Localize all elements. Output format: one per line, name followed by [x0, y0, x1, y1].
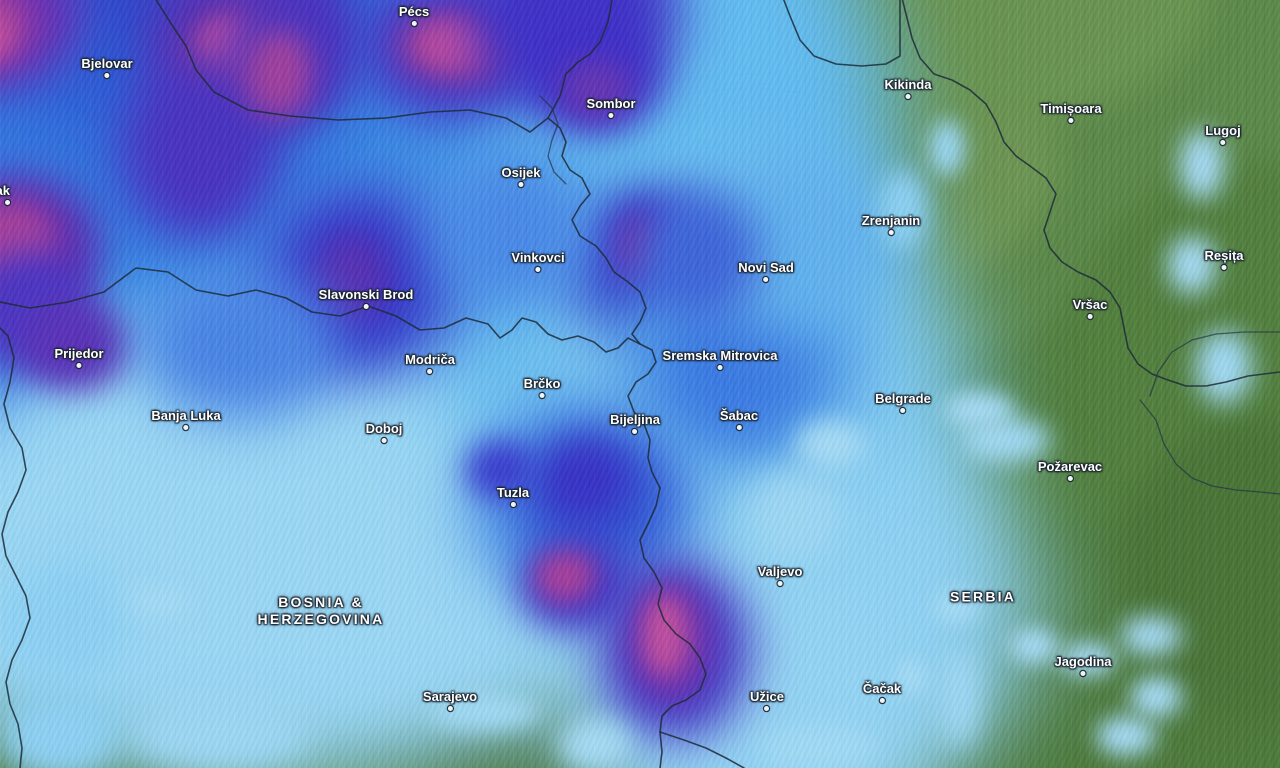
city-marker[interactable]: Bijeljina: [610, 413, 660, 434]
city-dot-icon: [363, 304, 369, 309]
city-dot-icon: [427, 369, 433, 374]
city-label: Belgrade: [875, 391, 931, 406]
city-dot-icon: [764, 706, 770, 711]
city-label: Sombor: [586, 96, 636, 111]
city-marker[interactable]: Brčko: [523, 376, 561, 398]
city-label: Osijek: [501, 165, 541, 180]
city-label: Kikinda: [884, 77, 932, 92]
city-marker[interactable]: Zrenjanin: [861, 213, 921, 235]
city-label: Sremska Mitrovica: [662, 348, 778, 363]
city-dot-icon: [777, 581, 783, 586]
city-label: Bjelovar: [81, 56, 133, 71]
city-dot-icon: [535, 267, 541, 272]
city-label: Tuzla: [496, 485, 530, 500]
city-dot-icon: [381, 438, 387, 443]
city-marker[interactable]: Bjelovar: [81, 56, 133, 78]
city-marker[interactable]: Tuzla: [497, 486, 529, 507]
city-label: Lugoj: [1205, 123, 1241, 138]
city-dot-icon: [1221, 265, 1227, 270]
city-marker[interactable]: Belgrade: [875, 392, 931, 413]
city-dot-icon: [183, 425, 189, 430]
city-label: Prijedor: [54, 346, 104, 361]
city-marker[interactable]: Modriča: [405, 353, 455, 374]
city-marker[interactable]: Sombor: [586, 96, 636, 118]
city-label: Jagodina: [1054, 654, 1112, 669]
city-dot-icon: [76, 363, 82, 368]
city-label: Doboj: [365, 421, 403, 436]
city-dot-icon: [1068, 118, 1074, 123]
city-label: Banja Luka: [151, 408, 221, 423]
city-label: Vinkovci: [511, 250, 565, 265]
city-label: Slavonski Brod: [318, 287, 414, 302]
city-dot-icon: [632, 429, 638, 434]
city-marker[interactable]: Sarajevo: [423, 690, 477, 711]
city-marker[interactable]: Sremska Mitrovica: [662, 348, 778, 370]
city-dot-icon: [510, 502, 516, 507]
city-marker[interactable]: Banja Luka: [151, 408, 221, 430]
city-marker[interactable]: Timișoara: [1040, 101, 1102, 123]
city-marker[interactable]: Sisak: [0, 184, 10, 205]
city-marker[interactable]: Čačak: [863, 682, 901, 703]
city-label: Pécs: [398, 4, 430, 19]
city-dot-icon: [1067, 476, 1073, 481]
city-marker[interactable]: Valjevo: [757, 564, 803, 586]
city-label: Šabac: [719, 408, 759, 423]
city-marker[interactable]: Užice: [750, 690, 784, 711]
city-dot-icon: [104, 73, 110, 78]
city-dot-icon: [905, 94, 911, 99]
city-marker[interactable]: Jagodina: [1054, 654, 1112, 676]
city-marker[interactable]: Pécs: [399, 5, 429, 26]
city-dot-icon: [608, 113, 614, 118]
city-dot-icon: [900, 408, 906, 413]
city-label: Sisak: [0, 183, 10, 198]
city-label: Brčko: [523, 376, 561, 391]
city-dot-icon: [518, 182, 524, 187]
city-marker[interactable]: Slavonski Brod: [318, 287, 414, 309]
city-label: Sarajevo: [422, 689, 478, 704]
city-marker[interactable]: Lugoj: [1205, 123, 1241, 145]
city-marker[interactable]: Reșița: [1204, 248, 1244, 270]
city-label: Timișoara: [1040, 101, 1102, 116]
city-marker[interactable]: Šabac: [720, 409, 758, 430]
city-dot-icon: [447, 706, 453, 711]
city-dot-icon: [1087, 314, 1093, 319]
city-dot-icon: [1220, 140, 1226, 145]
city-marker[interactable]: Prijedor: [54, 346, 104, 368]
city-marker[interactable]: Vinkovci: [511, 250, 565, 272]
city-marker[interactable]: Novi Sad: [738, 261, 794, 282]
city-marker[interactable]: Kikinda: [884, 77, 932, 99]
city-label: Zrenjanin: [861, 213, 921, 228]
city-dot-icon: [411, 21, 417, 26]
city-dot-icon: [1080, 671, 1086, 676]
city-label: Novi Sad: [738, 260, 794, 275]
city-label: Modriča: [405, 352, 455, 367]
city-label: Požarevac: [1037, 459, 1103, 474]
city-label: Čačak: [862, 681, 902, 696]
city-label: Bijeljina: [610, 412, 660, 427]
city-dot-icon: [888, 230, 894, 235]
city-dot-icon: [717, 365, 723, 370]
city-label: Užice: [750, 689, 784, 704]
city-label: Valjevo: [757, 564, 803, 579]
city-marker[interactable]: Požarevac: [1038, 460, 1102, 481]
city-label: Vršac: [1072, 297, 1108, 312]
city-marker[interactable]: Doboj: [365, 421, 403, 443]
city-dot-icon: [736, 425, 742, 430]
city-dot-icon: [763, 277, 769, 282]
city-dot-icon: [539, 393, 545, 398]
city-marker[interactable]: Osijek: [501, 165, 541, 187]
city-dot-icon: [5, 200, 10, 205]
city-label: Reșița: [1204, 248, 1244, 263]
city-marker[interactable]: Vršac: [1072, 297, 1108, 319]
city-dot-icon: [879, 698, 885, 703]
